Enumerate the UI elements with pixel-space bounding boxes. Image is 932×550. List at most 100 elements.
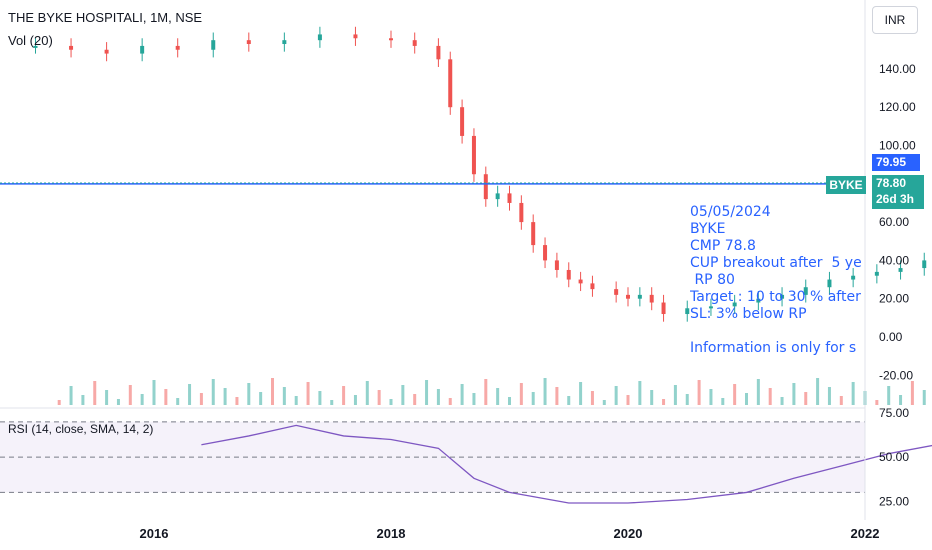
candle [282, 40, 287, 45]
volume-bar [697, 380, 701, 405]
volume-bar [827, 387, 831, 405]
chart-title[interactable]: THE BYKE HOSPITALI, 1M, NSE [8, 10, 203, 25]
candle [578, 279, 583, 284]
volume-bar [401, 385, 405, 405]
volume-bar [887, 386, 891, 405]
price-tick: 0.00 [879, 330, 903, 344]
time-tick: 2016 [140, 526, 169, 541]
volume-bar [650, 390, 654, 405]
rsi-tick: 50.00 [879, 450, 909, 464]
candle [507, 193, 512, 203]
candle [471, 135, 476, 175]
rsi-label[interactable]: RSI (14, close, SMA, 14, 2) [8, 422, 154, 436]
rsi-tick: 75.00 [879, 406, 909, 420]
candle [590, 283, 595, 290]
volume-bar [164, 389, 168, 405]
volume-bar [721, 398, 725, 405]
volume-bar [57, 400, 61, 405]
price-tick: 120.00 [879, 100, 916, 114]
volume-bar [389, 399, 393, 405]
volume-bar [745, 393, 748, 405]
note-line: BYKE [690, 221, 726, 237]
volume-bar [519, 383, 523, 405]
price-tick: 40.00 [879, 253, 909, 267]
volume-bar [733, 384, 737, 405]
rsi-line [201, 424, 932, 504]
candle [898, 268, 903, 272]
price-tick: 20.00 [879, 292, 909, 306]
volume-bar [247, 383, 251, 405]
volume-bar [899, 395, 903, 405]
volume-bar [318, 391, 322, 405]
candle [436, 45, 441, 60]
volume-bar [756, 379, 760, 405]
volume-bar [294, 396, 298, 405]
note-line: 05/05/2024 [690, 204, 771, 220]
volume-bar [816, 378, 820, 405]
last-price-label: 78.80 26d 3h [872, 175, 924, 209]
volume-bar [199, 393, 203, 405]
volume-bar [768, 388, 772, 405]
candle [389, 38, 393, 41]
volume-bar [614, 386, 618, 405]
volume-bar [555, 387, 559, 405]
volume-bar [81, 395, 85, 405]
text-note[interactable]: 05/05/2024 BYKE CMP 78.8 CUP breakout after… [690, 204, 870, 357]
volume-bar [875, 400, 879, 405]
volume-bar [484, 379, 488, 405]
volume-bar [508, 397, 511, 405]
candle [732, 302, 737, 307]
volume-bar [922, 390, 926, 405]
volume-bar [353, 395, 357, 405]
candle [554, 260, 559, 270]
candle [140, 45, 145, 54]
volume-bar [910, 381, 914, 405]
volume-bar [531, 392, 535, 405]
candle [614, 289, 619, 295]
candle [626, 294, 630, 299]
volume-bar [128, 385, 132, 405]
volume-bar [792, 383, 796, 405]
bar-countdown: 26d 3h [876, 192, 915, 206]
time-tick: 2020 [614, 526, 643, 541]
note-line: CMP 78.8 [690, 238, 756, 254]
candle [922, 260, 927, 269]
volume-bar [365, 381, 369, 405]
candle [708, 306, 713, 309]
volume-bar [188, 384, 192, 405]
volume-bar [93, 381, 97, 405]
currency-button[interactable]: INR [872, 6, 918, 34]
candle [353, 34, 358, 39]
volume-bar [176, 398, 180, 405]
candle [495, 193, 500, 200]
volume-bar [685, 394, 689, 405]
note-line: RP 80 [690, 272, 735, 288]
candle [649, 294, 654, 303]
volume-bar [259, 392, 263, 405]
volume-bar [271, 378, 274, 405]
candle [519, 202, 524, 223]
volume-bar [567, 396, 571, 405]
volume-bar [662, 399, 666, 405]
time-tick: 2018 [377, 526, 406, 541]
ticker-badge: BYKE [826, 176, 866, 194]
candle [851, 275, 856, 280]
volume-bar [839, 396, 843, 405]
price-tick: 140.00 [879, 62, 916, 76]
volume-bar [105, 390, 109, 405]
candle [104, 49, 109, 54]
candle [448, 59, 453, 108]
volume-label[interactable]: Vol (20) [8, 33, 53, 48]
note-line [690, 323, 870, 340]
candle [531, 222, 536, 246]
volume-bar [851, 382, 855, 405]
volume-bar [306, 382, 310, 405]
volume-bar [638, 381, 642, 405]
candle [874, 271, 879, 276]
candle [780, 294, 785, 299]
candle [827, 279, 832, 288]
candle [246, 40, 251, 45]
candle [69, 45, 74, 50]
candle [756, 298, 761, 303]
